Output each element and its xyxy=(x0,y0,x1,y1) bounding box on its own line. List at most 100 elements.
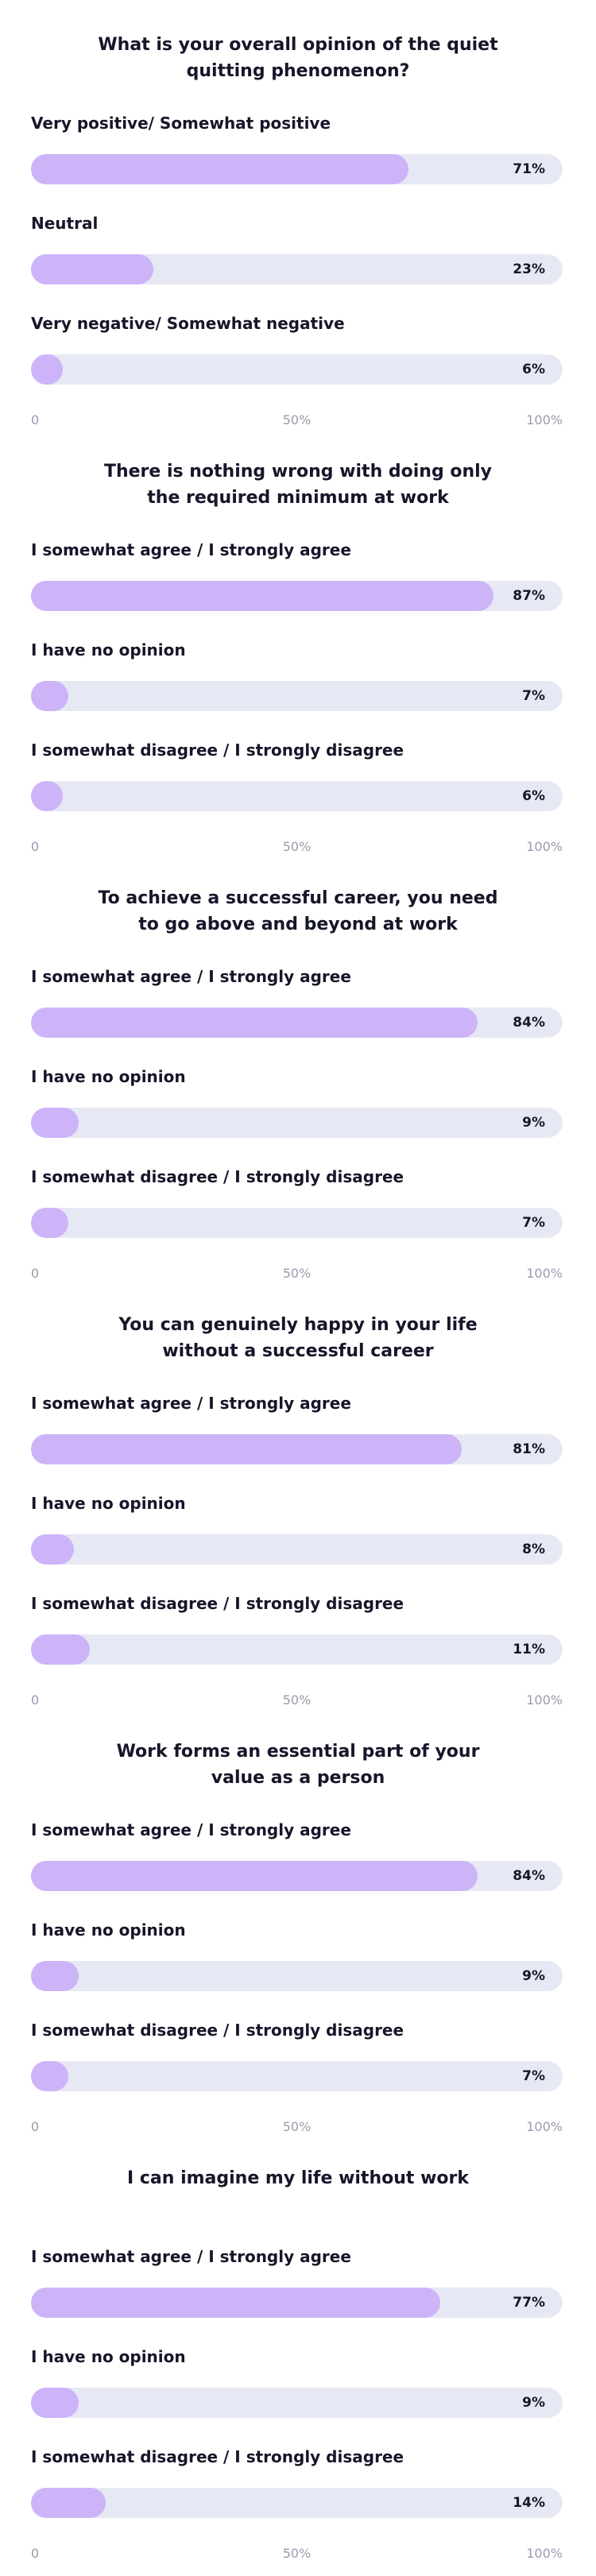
bar xyxy=(31,1108,79,1138)
value-label: 77% xyxy=(513,2295,545,2311)
value-label: 81% xyxy=(513,1441,545,1457)
chart-section: There is nothing wrong with doing only t… xyxy=(0,427,596,854)
bar xyxy=(31,254,153,284)
bar xyxy=(31,1008,478,1038)
category-label: Very negative/ Somewhat negative xyxy=(31,314,345,333)
bar-track: 9% xyxy=(31,1961,563,1991)
bar xyxy=(31,1634,90,1665)
category-label: I somewhat disagree / I strongly disagre… xyxy=(31,741,404,760)
category-label: I somewhat agree / I strongly agree xyxy=(31,1820,351,1839)
category-label: I somewhat agree / I strongly agree xyxy=(31,2247,351,2266)
category-label: I somewhat disagree / I strongly disagre… xyxy=(31,1167,404,1186)
category-label: I have no opinion xyxy=(31,1067,186,1086)
x-tick-label: 100% xyxy=(526,412,563,427)
bar xyxy=(31,1861,478,1891)
chart-title: To achieve a successful career, you need… xyxy=(98,888,498,934)
chart-title: There is nothing wrong with doing only t… xyxy=(103,462,493,508)
bar-track: 71% xyxy=(31,154,563,184)
chart-section: Work forms an essential part of your val… xyxy=(0,1707,596,2134)
bar xyxy=(31,1961,79,1991)
bar-track: 6% xyxy=(31,354,563,385)
x-tick-label: 100% xyxy=(526,839,563,854)
x-tick-label: 100% xyxy=(526,2546,563,2561)
bar xyxy=(31,1434,462,1464)
bar xyxy=(31,681,68,711)
category-label: I have no opinion xyxy=(31,1494,186,1513)
bar-track: 8% xyxy=(31,1534,563,1565)
x-tick-label: 0 xyxy=(31,1692,40,1708)
category-label: I somewhat agree / I strongly agree xyxy=(31,540,351,559)
bar-track: 87% xyxy=(31,581,563,611)
chart-title: What is your overall opinion of the quie… xyxy=(98,35,498,81)
x-tick-label: 100% xyxy=(526,1266,563,1281)
chart-title: I can imagine my life without work xyxy=(127,2168,469,2188)
bar-track: 7% xyxy=(31,2061,563,2091)
category-label: Very positive/ Somewhat positive xyxy=(31,114,331,133)
bar xyxy=(31,581,494,611)
value-label: 8% xyxy=(522,1541,545,1557)
x-tick-label: 0 xyxy=(31,412,40,427)
x-tick-label: 50% xyxy=(282,1266,312,1281)
bar-track: 7% xyxy=(31,1208,563,1238)
bar-track: 7% xyxy=(31,681,563,711)
bar-track: 84% xyxy=(31,1008,563,1038)
value-label: 23% xyxy=(513,261,545,277)
bar-track: 23% xyxy=(31,254,563,284)
x-tick-label: 0 xyxy=(31,1266,40,1281)
bar-track: 11% xyxy=(31,1634,563,1665)
value-label: 87% xyxy=(513,588,545,604)
bar xyxy=(31,1534,74,1565)
x-tick-label: 50% xyxy=(282,1692,312,1708)
value-label: 9% xyxy=(522,1115,545,1131)
x-tick-label: 100% xyxy=(526,2119,563,2134)
bar xyxy=(31,354,64,385)
value-label: 11% xyxy=(513,1642,545,1657)
bar xyxy=(31,781,64,811)
x-tick-label: 50% xyxy=(282,2119,312,2134)
value-label: 7% xyxy=(522,688,545,704)
x-tick-label: 50% xyxy=(282,839,312,854)
category-label: I somewhat agree / I strongly agree xyxy=(31,1394,351,1413)
bar-track: 84% xyxy=(31,1861,563,1891)
x-tick-label: 0 xyxy=(31,2119,40,2134)
chart-section: To achieve a successful career, you need… xyxy=(0,853,596,1281)
category-label: I have no opinion xyxy=(31,640,186,659)
bar xyxy=(31,2061,68,2091)
value-label: 6% xyxy=(522,788,545,804)
chart-title: Work forms an essential part of your val… xyxy=(116,1742,480,1788)
value-label: 6% xyxy=(522,362,545,377)
value-label: 7% xyxy=(522,1215,545,1231)
bar-track: 14% xyxy=(31,2488,563,2518)
bar xyxy=(31,1208,68,1238)
bar xyxy=(31,2388,79,2418)
value-label: 84% xyxy=(513,1015,545,1031)
bar xyxy=(31,2488,106,2518)
value-label: 71% xyxy=(513,161,545,177)
bar xyxy=(31,2288,441,2318)
bar-track: 81% xyxy=(31,1434,563,1464)
bar-track: 9% xyxy=(31,1108,563,1138)
bar xyxy=(31,154,408,184)
chart-section: You can genuinely happy in your life wit… xyxy=(0,1280,596,1708)
category-label: I somewhat disagree / I strongly disagre… xyxy=(31,2021,404,2040)
x-tick-label: 0 xyxy=(31,839,40,854)
chart-section: I can imagine my life without work I some… xyxy=(0,2133,596,2561)
x-tick-label: 0 xyxy=(31,2546,40,2561)
value-label: 9% xyxy=(522,1968,545,1984)
bar-track: 9% xyxy=(31,2388,563,2418)
category-label: I somewhat disagree / I strongly disagre… xyxy=(31,1594,404,1613)
bar-track: 77% xyxy=(31,2288,563,2318)
value-label: 84% xyxy=(513,1868,545,1884)
x-tick-label: 50% xyxy=(282,2546,312,2561)
x-tick-label: 100% xyxy=(526,1692,563,1708)
chart-section: What is your overall opinion of the quie… xyxy=(0,0,596,427)
bar-track: 6% xyxy=(31,781,563,811)
chart-title: You can genuinely happy in your life wit… xyxy=(118,1315,478,1361)
category-label: I somewhat agree / I strongly agree xyxy=(31,967,351,986)
value-label: 14% xyxy=(513,2495,545,2511)
value-label: 9% xyxy=(522,2395,545,2411)
x-tick-label: 50% xyxy=(282,412,312,427)
category-label: I somewhat disagree / I strongly disagre… xyxy=(31,2447,404,2466)
value-label: 7% xyxy=(522,2068,545,2084)
